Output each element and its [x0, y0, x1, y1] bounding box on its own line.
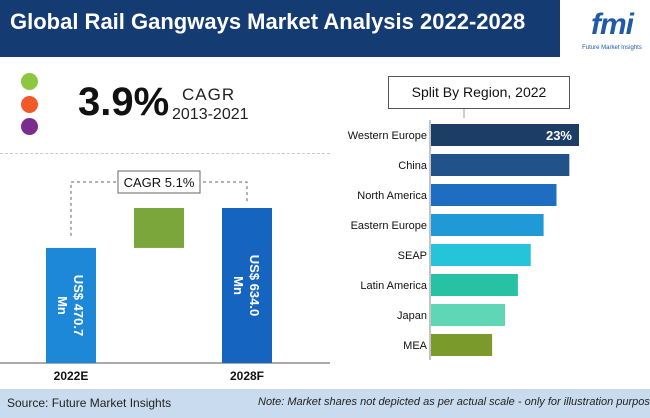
region-label: Japan [397, 310, 427, 322]
region-bar [431, 214, 544, 236]
region-label: Eastern Europe [351, 220, 427, 232]
region-bar [431, 124, 579, 146]
header-banner: Global Rail Gangways Market Analysis 202… [0, 0, 560, 57]
bar-value-label: US$ 470.7Mn [55, 275, 86, 336]
region-bar [431, 274, 518, 296]
cagr-value: 3.9% [78, 80, 170, 124]
region-bar [431, 184, 557, 206]
region-label: Latin America [360, 280, 428, 292]
region-label: Western Europe [348, 130, 427, 142]
region-bar [431, 244, 531, 266]
market-value-bar-chart: US$ 470.7Mn 2022E US$ 634.0Mn 2028F CAGR 5.1… [0, 170, 330, 383]
category-label-2028F: 2028F [230, 369, 264, 383]
logo-subtitle: Future Market Insights [582, 45, 642, 51]
bar-2022E [46, 247, 96, 363]
region-chart-title: Split By Region, 2022 [411, 84, 547, 100]
cagr-annotation-box [117, 170, 201, 194]
growth-block [134, 208, 184, 248]
region-label: China [398, 160, 428, 172]
section-divider [0, 153, 330, 154]
region-bar [431, 334, 493, 356]
region-label: MEA [403, 340, 428, 352]
cagr-bracket [70, 181, 248, 236]
logo-name: fmi [591, 8, 634, 41]
bar-value-label: US$ 634.0Mn [231, 255, 262, 316]
region-label: SEAP [398, 250, 427, 262]
cagr-annotation: CAGR 5.1% [124, 175, 195, 190]
region-chart-title-box: Split By Region, 2022 [388, 76, 570, 109]
cagr-period: 2013-2021 [172, 106, 249, 123]
fmi-logo: fmi Future Market Insights [578, 8, 646, 58]
category-label-2022E: 2022E [54, 369, 89, 383]
region-split-bar-chart: Western Europe 23% China North America Easte… [348, 108, 579, 360]
footer-note: Note: Market shares not depicted as per … [258, 396, 650, 408]
green-dot-icon [21, 73, 38, 90]
orange-dot-icon [21, 96, 38, 113]
region-bar [431, 304, 505, 326]
bar-2028F [222, 208, 272, 363]
region-bar [431, 154, 570, 176]
region-label: North America [357, 190, 428, 202]
page-title: Global Rail Gangways Market Analysis 202… [10, 9, 526, 34]
header: Global Rail Gangways Market Analysis 202… [0, 0, 650, 60]
region-value-label: 23% [546, 128, 572, 143]
footer: Source: Future Market Insights Note: Mar… [0, 389, 650, 418]
footer-source: Source: Future Market Insights [7, 396, 172, 410]
purple-dot-icon [21, 118, 38, 135]
cagr-label: CAGR [182, 85, 236, 104]
